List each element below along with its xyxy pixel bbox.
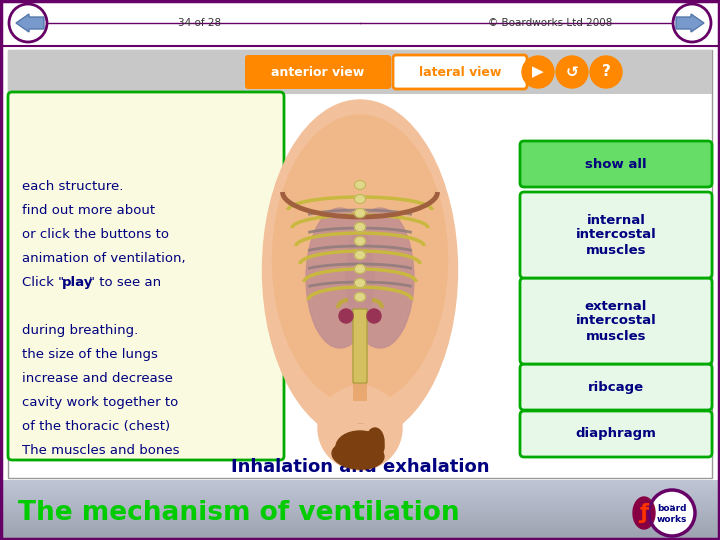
- FancyBboxPatch shape: [8, 50, 712, 478]
- Circle shape: [339, 309, 353, 323]
- FancyArrow shape: [676, 14, 704, 32]
- Text: The muscles and bones: The muscles and bones: [22, 444, 179, 457]
- FancyBboxPatch shape: [353, 369, 367, 401]
- FancyBboxPatch shape: [520, 364, 712, 410]
- FancyBboxPatch shape: [349, 386, 371, 426]
- Text: internal
intercostal
muscles: internal intercostal muscles: [575, 213, 657, 256]
- Text: ...: ...: [669, 501, 675, 507]
- Circle shape: [590, 56, 622, 88]
- Ellipse shape: [336, 431, 384, 463]
- Text: ƒ: ƒ: [639, 503, 649, 523]
- Ellipse shape: [354, 180, 366, 190]
- Ellipse shape: [346, 208, 414, 348]
- Text: show all: show all: [585, 158, 647, 171]
- FancyBboxPatch shape: [520, 192, 712, 278]
- Text: Inhalation and exhalation: Inhalation and exhalation: [230, 458, 490, 476]
- Text: external
intercostal
muscles: external intercostal muscles: [575, 300, 657, 342]
- Ellipse shape: [354, 279, 366, 287]
- Ellipse shape: [354, 251, 366, 260]
- Circle shape: [649, 490, 695, 536]
- Circle shape: [367, 309, 381, 323]
- FancyBboxPatch shape: [353, 309, 367, 383]
- Text: © Boardworks Ltd 2008: © Boardworks Ltd 2008: [488, 18, 612, 28]
- FancyBboxPatch shape: [520, 141, 712, 187]
- FancyBboxPatch shape: [520, 278, 712, 364]
- Ellipse shape: [306, 208, 374, 348]
- Text: 34 of 28: 34 of 28: [179, 18, 222, 28]
- Text: —: —: [356, 420, 364, 426]
- Text: of the thoracic (chest): of the thoracic (chest): [22, 420, 170, 433]
- Text: the size of the lungs: the size of the lungs: [22, 348, 158, 361]
- FancyBboxPatch shape: [1, 1, 719, 47]
- FancyBboxPatch shape: [520, 411, 712, 457]
- Text: lateral view: lateral view: [419, 65, 501, 78]
- Text: " to see an: " to see an: [89, 276, 161, 289]
- Ellipse shape: [354, 222, 366, 232]
- Ellipse shape: [354, 265, 366, 273]
- Ellipse shape: [633, 497, 655, 529]
- Text: ↺: ↺: [566, 64, 578, 79]
- Text: find out more about: find out more about: [22, 204, 155, 217]
- Text: animation of ventilation,: animation of ventilation,: [22, 252, 186, 265]
- Text: Click ": Click ": [22, 276, 64, 289]
- Text: ribcage: ribcage: [588, 381, 644, 394]
- FancyBboxPatch shape: [393, 55, 527, 89]
- Text: play: play: [62, 276, 94, 289]
- Ellipse shape: [354, 194, 366, 204]
- Text: diaphragm: diaphragm: [575, 428, 657, 441]
- Text: increase and decrease: increase and decrease: [22, 372, 173, 385]
- Circle shape: [522, 56, 554, 88]
- FancyBboxPatch shape: [8, 50, 712, 94]
- Circle shape: [318, 386, 402, 470]
- FancyBboxPatch shape: [8, 92, 284, 460]
- Ellipse shape: [332, 441, 384, 469]
- FancyArrow shape: [16, 14, 44, 32]
- Circle shape: [673, 4, 711, 42]
- Text: anterior view: anterior view: [271, 65, 364, 78]
- Circle shape: [556, 56, 588, 88]
- Text: The mechanism of ventilation: The mechanism of ventilation: [18, 500, 459, 526]
- Ellipse shape: [354, 293, 366, 301]
- Ellipse shape: [366, 428, 384, 456]
- Text: cavity work together to: cavity work together to: [22, 396, 179, 409]
- Text: or click the buttons to: or click the buttons to: [22, 228, 169, 241]
- FancyBboxPatch shape: [245, 55, 391, 89]
- Ellipse shape: [263, 100, 457, 440]
- Text: each structure.: each structure.: [22, 180, 123, 193]
- Ellipse shape: [354, 237, 366, 246]
- Text: during breathing.: during breathing.: [22, 324, 138, 337]
- Ellipse shape: [272, 115, 448, 405]
- Text: board
works: board works: [657, 504, 687, 524]
- Text: ▶: ▶: [532, 64, 544, 79]
- Ellipse shape: [354, 208, 366, 218]
- Circle shape: [9, 4, 47, 42]
- Text: ?: ?: [602, 64, 611, 79]
